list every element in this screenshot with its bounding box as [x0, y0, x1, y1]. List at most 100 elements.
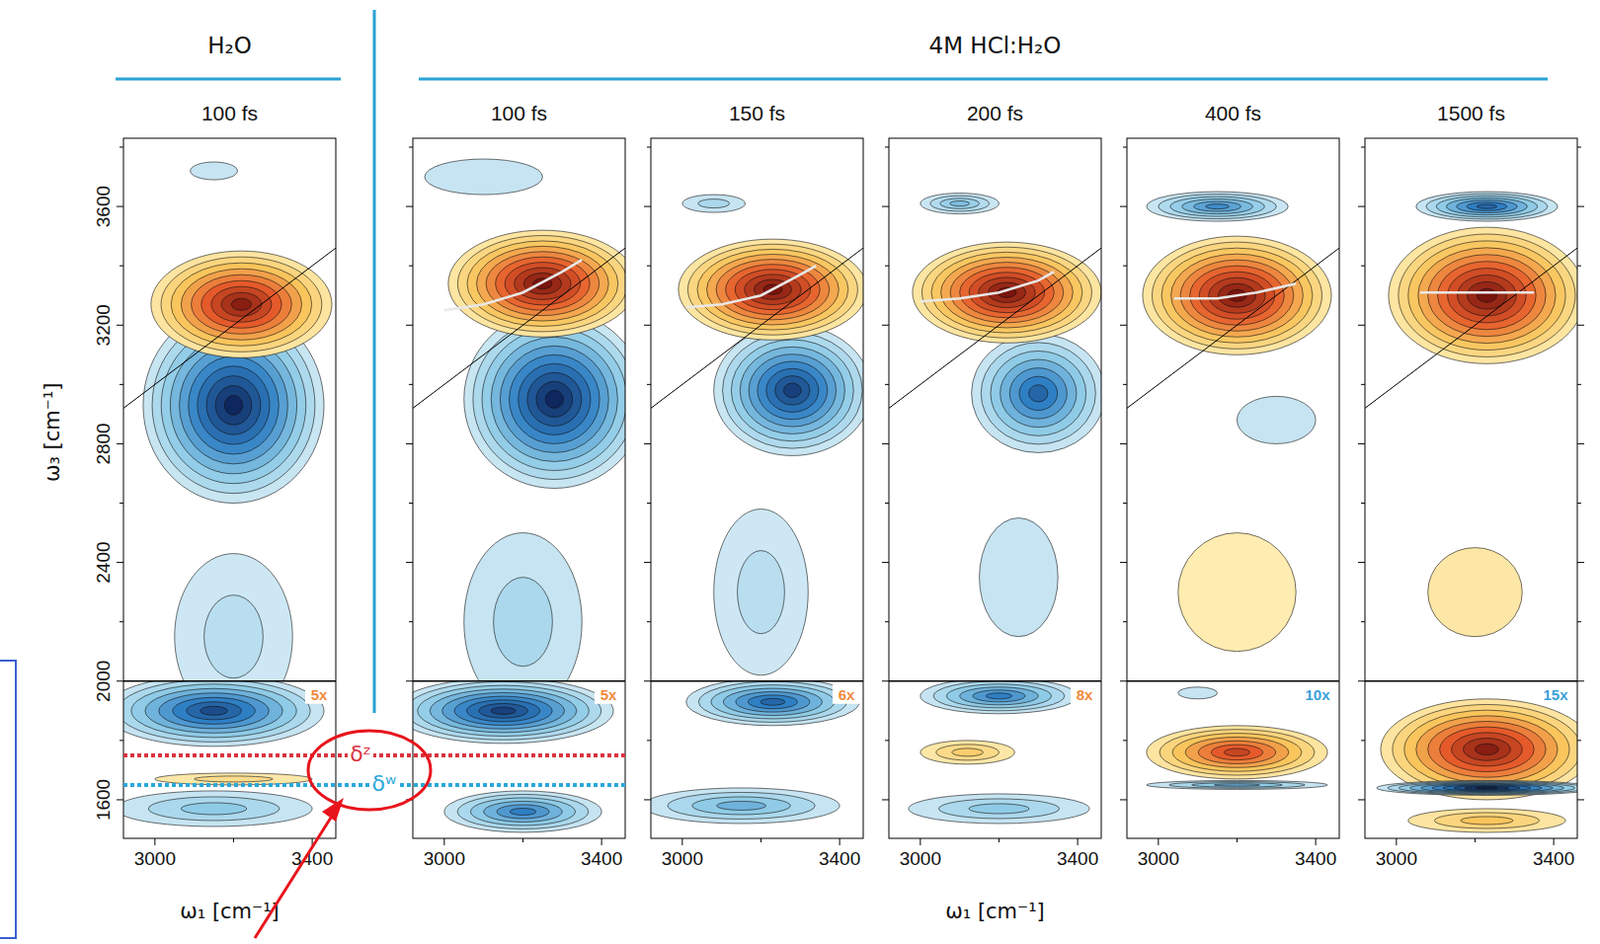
scale-label: 15x	[1542, 686, 1569, 704]
peak	[1380, 699, 1578, 800]
y-minor-tick	[646, 502, 651, 504]
contour-level	[1236, 396, 1316, 444]
group-separator	[373, 9, 377, 714]
diagonal	[412, 247, 626, 408]
contour-level	[968, 272, 1044, 314]
y-minor-tick	[1122, 739, 1127, 741]
contour-level	[692, 797, 792, 815]
x-tick-label: 3400	[1056, 848, 1099, 870]
contour-level	[1376, 780, 1578, 796]
y-tick	[116, 680, 124, 682]
y-tick-right	[1577, 206, 1585, 208]
contour-level	[1161, 247, 1313, 343]
contour-level	[194, 776, 274, 783]
x-tick-label: 3400	[1294, 848, 1337, 870]
contour-level	[417, 685, 589, 736]
x-tick	[919, 838, 921, 846]
plot-frame	[650, 138, 864, 839]
panel-title: 200 fs	[966, 101, 1024, 125]
reference-label: δʷ	[372, 771, 398, 797]
peak	[155, 773, 313, 786]
contour-level	[429, 689, 577, 733]
y-minor-tick	[884, 502, 889, 504]
contour-level	[1214, 784, 1261, 787]
y-tick	[643, 206, 651, 208]
x-tick	[154, 838, 156, 846]
scale-label-box	[594, 684, 623, 705]
diagonal	[1364, 247, 1578, 408]
contour-level	[930, 195, 990, 212]
peak	[920, 681, 1078, 715]
y-tick	[405, 206, 413, 208]
y-minor-tick	[646, 739, 651, 741]
peak	[123, 681, 324, 747]
diagonal	[1126, 247, 1340, 408]
plot-upper	[123, 161, 336, 682]
y-minor-tick	[408, 384, 413, 386]
plot-upper	[888, 193, 1102, 638]
x-minor-tick	[1474, 838, 1476, 843]
y-minor-tick	[1122, 265, 1127, 267]
y-tick	[1120, 443, 1127, 445]
contour-level	[950, 262, 1064, 323]
contour-level	[1434, 812, 1539, 829]
contour-level	[148, 797, 280, 821]
contour-level	[1151, 241, 1322, 349]
plot-lower	[1376, 699, 1578, 833]
contour-level	[131, 684, 297, 738]
y-minor-tick	[119, 502, 124, 504]
panel: 8x30003400200 fsω₁ [cm⁻¹]	[881, 101, 1106, 924]
contour-level	[1453, 786, 1520, 792]
x-tick	[681, 838, 683, 846]
peak	[1416, 191, 1558, 222]
contour-level	[667, 792, 815, 819]
contour-level	[921, 246, 1092, 338]
contour-level	[968, 803, 1030, 814]
contour-level	[1404, 710, 1570, 789]
x-tick-label: 3000	[899, 848, 942, 870]
contour-level	[464, 533, 582, 682]
contour-level	[224, 395, 242, 415]
contour-level	[717, 800, 767, 810]
peak	[971, 333, 1102, 453]
plot-upper	[1126, 191, 1340, 652]
panel: 6x30003400150 fs	[642, 101, 872, 870]
contour-level	[1421, 783, 1554, 793]
y-minor-tick	[1360, 265, 1365, 267]
y-minor-tick	[884, 621, 889, 623]
contour-level	[412, 681, 614, 744]
x-tick	[1157, 838, 1159, 846]
contour-level	[186, 702, 242, 720]
contour-level	[757, 361, 828, 420]
contour-level	[509, 354, 601, 444]
contour-level	[1475, 787, 1498, 790]
diagonal	[888, 247, 1102, 408]
peak	[686, 681, 860, 726]
y-minor-tick	[408, 621, 413, 623]
scale-label-box	[1536, 684, 1575, 705]
contour-level	[980, 342, 1096, 445]
peak	[444, 791, 602, 833]
contour-level	[1158, 194, 1277, 220]
contour-level	[527, 372, 582, 426]
scale-label-box	[832, 684, 861, 705]
y-minor-tick	[1122, 147, 1127, 149]
y-tick	[1120, 799, 1127, 800]
y-tick	[643, 680, 651, 682]
contour-level	[1398, 782, 1575, 795]
y-tick-label: 3600	[92, 185, 114, 228]
plot-lower	[908, 681, 1090, 824]
y-tick-right	[1577, 799, 1585, 800]
y-tick	[116, 799, 124, 800]
highlight-circle	[308, 730, 431, 810]
y-minor-tick	[119, 147, 124, 149]
plot-upper	[412, 159, 626, 682]
y-minor-tick	[119, 739, 124, 741]
contour-level	[952, 748, 984, 757]
contour-level	[1438, 261, 1537, 330]
contour-level	[1418, 247, 1556, 344]
contour-level	[1445, 198, 1527, 216]
peak	[912, 241, 1102, 343]
contour-level	[1408, 240, 1566, 351]
contour-level	[722, 688, 822, 716]
